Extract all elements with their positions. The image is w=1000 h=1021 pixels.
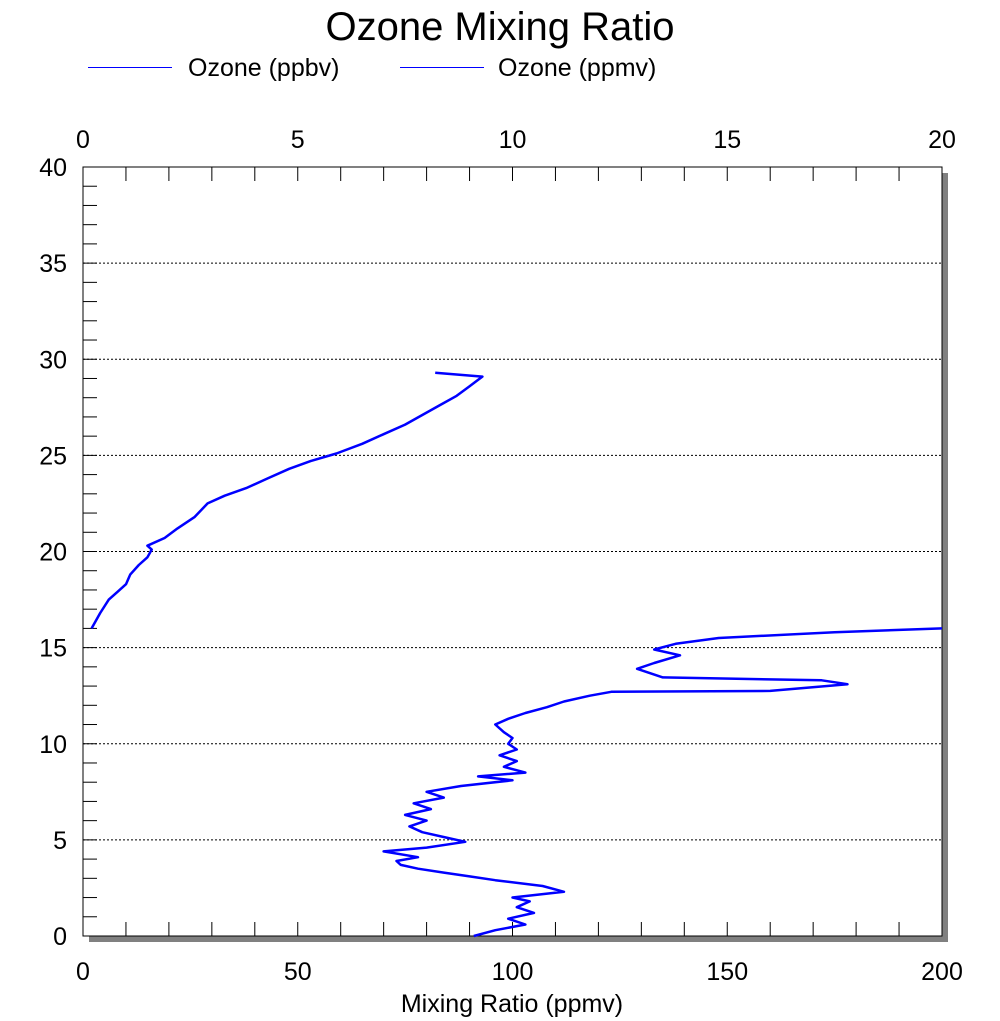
x-bottom-tick-label-200: 200: [921, 958, 963, 986]
y-tick-label-15: 15: [39, 635, 67, 663]
plot-shadow-right: [942, 173, 948, 942]
x-axis-label: Mixing Ratio (ppmv): [401, 990, 623, 1018]
series-group: [90, 371, 943, 938]
y-tick-label-20: 20: [39, 539, 67, 567]
gridlines: [83, 262, 942, 841]
plot-shadow: [89, 173, 948, 942]
y-tick-label-35: 35: [39, 250, 67, 278]
x-bottom-tick-label-50: 50: [284, 958, 312, 986]
series-line-ppmv: [90, 371, 484, 630]
chart-title: Ozone Mixing Ratio: [325, 5, 675, 49]
legend-swatch-ppbv: [88, 67, 172, 68]
x-bottom-tick-label-0: 0: [76, 958, 90, 986]
y-tick-label-40: 40: [39, 154, 67, 182]
tick-labels: 0 5 10 15 20 25 30 35 40 0 50 100 150 200 0 5 10 15 20: [39, 126, 963, 986]
x-top-tick-label-10: 10: [499, 126, 527, 154]
y-tick-label-5: 5: [53, 827, 67, 855]
y-tick-label-0: 0: [53, 923, 67, 951]
series-line-ppbv: [382, 627, 943, 938]
x-top-tick-label-15: 15: [713, 126, 741, 154]
plot-shadow-bottom: [89, 936, 948, 942]
y-tick-label-25: 25: [39, 442, 67, 470]
x-top-tick-label-0: 0: [76, 126, 90, 154]
y-tick-label-30: 30: [39, 346, 67, 374]
ticks: [82, 166, 943, 937]
x-bottom-tick-label-100: 100: [492, 958, 534, 986]
legend-label-ppbv: Ozone (ppbv): [188, 54, 340, 82]
legend-label-ppmv: Ozone (ppmv): [498, 54, 657, 82]
y-tick-label-10: 10: [39, 731, 67, 759]
legend-swatch-ppmv: [400, 67, 484, 68]
x-bottom-tick-label-150: 150: [706, 958, 748, 986]
x-top-tick-label-5: 5: [291, 126, 305, 154]
x-top-tick-label-20: 20: [928, 126, 956, 154]
